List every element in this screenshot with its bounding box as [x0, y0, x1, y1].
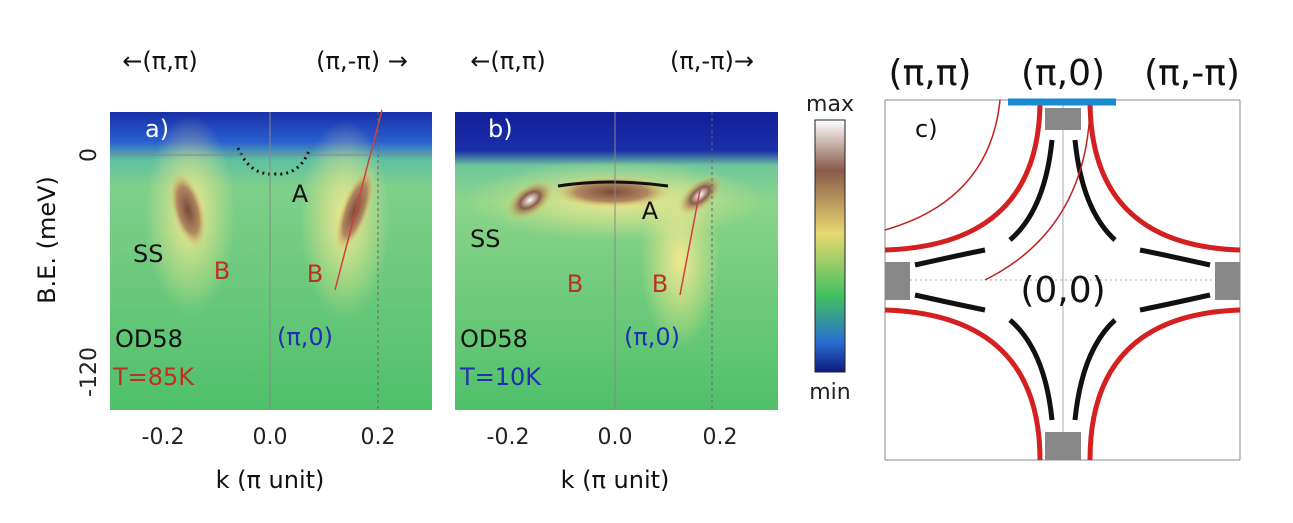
annotation: (π,0) [624, 323, 680, 351]
corner-label: (π,-π) [1144, 53, 1240, 94]
panel-b: b) SS B B A OD58 T=10K (π,0) -0.2 0.0 0.… [455, 112, 778, 494]
panel-a: a) SS B B A OD58 T=85K (π,0) -0.2 0.0 0.… [110, 109, 432, 494]
top-label: ←(π,π) [470, 47, 545, 75]
annotation: T=85K [112, 363, 195, 391]
center-label: (0,0) [1020, 270, 1105, 311]
corner-label: (π,π) [889, 53, 972, 94]
fermi-surface [884, 99, 1241, 461]
annotation: OD58 [115, 325, 183, 353]
annotation: A [642, 197, 659, 225]
fermi-surface [984, 109, 1091, 281]
annotation: A [292, 180, 309, 208]
dispersion [557, 180, 669, 188]
top-label: (π,-π) → [316, 47, 408, 75]
y-axis-label: B.E. (meV) [33, 176, 61, 304]
corner-label: (π,0) [1021, 53, 1105, 94]
fermi-surface [884, 99, 1001, 231]
x-tick-label: -0.2 [487, 425, 530, 450]
y-tick-label: 0 [77, 148, 102, 162]
top-label: (π,-π)→ [670, 47, 754, 75]
annotation: B [652, 270, 668, 298]
colorbar [814, 119, 846, 373]
gap-region [885, 262, 910, 300]
annotation: OD58 [460, 325, 528, 353]
x-axis-label: k (π unit) [561, 466, 670, 494]
panel-label: b) [488, 115, 513, 143]
gap-region [1215, 262, 1240, 300]
annotation: (π,0) [277, 323, 333, 351]
gap-region [1045, 432, 1081, 460]
x-tick-label: 0.2 [361, 425, 396, 450]
colorbar-label: min [809, 380, 851, 405]
annotation: B [307, 260, 323, 288]
annotation: T=10K [459, 363, 542, 391]
x-tick-label: -0.2 [142, 425, 185, 450]
band [505, 179, 555, 221]
band [169, 171, 207, 249]
colorbar-label: max [806, 92, 854, 117]
dispersion [236, 147, 312, 176]
dispersion [334, 109, 383, 291]
panel-label: c) [915, 115, 938, 143]
top-label: ←(π,π) [122, 47, 197, 75]
x-tick-label: 0.0 [598, 425, 633, 450]
x-tick-label: 0.2 [703, 425, 738, 450]
band [334, 167, 376, 253]
annotation: B [214, 257, 230, 285]
panel-c: c) (π,π) (π,0) (π,-π) (0,0) [884, 53, 1241, 461]
gapped-arc [914, 139, 1211, 421]
band [640, 170, 720, 350]
annotation: SS [133, 240, 163, 268]
annotation: B [567, 270, 583, 298]
gap-region [1045, 108, 1081, 130]
panel-label: a) [145, 115, 169, 143]
dispersion [679, 189, 701, 296]
y-tick-label: -120 [77, 347, 102, 397]
x-tick-label: 0.0 [253, 425, 288, 450]
x-axis-label: k (π unit) [216, 466, 325, 494]
annotation: SS [470, 225, 500, 253]
